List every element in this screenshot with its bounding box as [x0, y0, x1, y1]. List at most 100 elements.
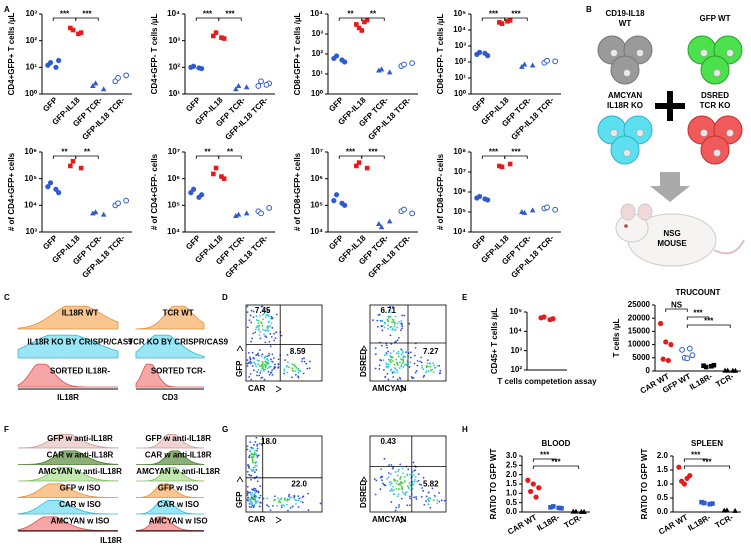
- flow-event: [255, 501, 258, 504]
- panel-letter: E: [462, 293, 468, 302]
- flow-event: [416, 480, 418, 483]
- flow-event: [246, 494, 249, 497]
- data-point: [528, 488, 534, 495]
- data-point: [548, 505, 553, 510]
- quadrant-percent: 7.27: [423, 347, 439, 356]
- data-point: [221, 176, 227, 181]
- y-axis-label: GFP: [235, 491, 244, 508]
- data-point: [68, 163, 73, 169]
- flow-event: [427, 503, 430, 506]
- data-point: [521, 61, 528, 67]
- flow-event: [381, 320, 384, 323]
- quadrant-percent: 8.59: [290, 347, 306, 356]
- flow-event: [288, 493, 291, 496]
- flow-event: [263, 363, 266, 366]
- flow-event: [246, 362, 249, 365]
- flow-event: [439, 369, 442, 372]
- x-tick-label: GFP: [41, 233, 59, 251]
- data-point: [701, 363, 706, 369]
- data-point: [196, 65, 202, 71]
- y-tick-label: 20000: [628, 313, 651, 322]
- data-point: [68, 25, 73, 31]
- y-tick-label: 10⁶: [24, 147, 37, 156]
- data-point: [684, 475, 690, 481]
- data-point: [507, 161, 513, 167]
- flow-event: [409, 351, 412, 354]
- flow-event: [427, 359, 429, 362]
- significance-label: ***: [691, 451, 701, 460]
- flow-event: [250, 468, 253, 471]
- significance-label: ***: [704, 317, 714, 326]
- data-point: [362, 19, 367, 25]
- flow-event: [403, 364, 406, 366]
- significance-label: NS: [671, 301, 683, 310]
- data-point: [123, 197, 130, 204]
- flow-event: [395, 506, 398, 509]
- flow-event: [409, 484, 412, 487]
- flow-event: [249, 500, 252, 503]
- quadrant-percent: 5.82: [423, 480, 439, 489]
- flow-event: [253, 471, 256, 474]
- cells-gray: [597, 35, 653, 85]
- flow-event: [249, 314, 252, 317]
- flow-event: [408, 366, 411, 368]
- flow-event: [247, 351, 250, 354]
- data-point: [123, 72, 130, 79]
- flow-event: [256, 447, 259, 450]
- flow-event: [397, 355, 400, 358]
- y-tick-label: 0.0: [657, 507, 669, 516]
- flow-event: [380, 468, 383, 471]
- flow-event: [387, 363, 390, 366]
- flow-event: [246, 305, 249, 308]
- data-point: [709, 363, 714, 369]
- flow-event: [274, 337, 277, 340]
- flow-event: [291, 505, 294, 508]
- flow-event: [393, 478, 395, 481]
- quadrant-percent: 6.71: [380, 306, 396, 315]
- data-point: [233, 212, 239, 218]
- data-point: [378, 66, 385, 72]
- flow-event: [396, 474, 399, 477]
- flow-event: [389, 305, 392, 308]
- significance-bracket: [218, 17, 242, 21]
- x-axis-label: AMCYAN: [372, 515, 407, 524]
- data-point: [92, 80, 99, 86]
- flow-event: [382, 308, 385, 311]
- flow-event: [250, 506, 253, 508]
- flow-event: [388, 481, 391, 484]
- flow-event: [402, 472, 404, 475]
- flow-event: [251, 470, 254, 472]
- flow-event: [433, 364, 435, 367]
- flow-event: [251, 502, 254, 505]
- flow-event: [403, 480, 406, 483]
- flow-event: [429, 506, 432, 509]
- nuclei: [610, 49, 734, 157]
- flow-event: [250, 321, 253, 324]
- flow-event: [308, 367, 311, 370]
- flow-event: [254, 464, 257, 467]
- flow-event: [396, 371, 398, 374]
- flow-event: [420, 495, 423, 498]
- flow-event: [264, 360, 267, 363]
- flow-event: [292, 370, 295, 372]
- data-point: [100, 86, 107, 92]
- flow-event: [393, 325, 396, 328]
- flow-event: [255, 315, 258, 318]
- flow-event: [283, 368, 286, 371]
- flow-event: [266, 314, 269, 317]
- flow-event: [417, 479, 420, 482]
- x-tick-label: GFP: [184, 95, 202, 113]
- flow-event: [250, 340, 253, 343]
- flow-event: [397, 364, 399, 366]
- flow-event: [417, 473, 420, 476]
- histogram-label: IL18R KO BY CRISPR/CAS9: [27, 337, 133, 346]
- y-tick-label: 0.5: [657, 493, 669, 502]
- flow-event: [300, 500, 302, 503]
- flow-event: [425, 366, 428, 369]
- flow-event: [403, 355, 406, 358]
- quadrant-percent: 22.0: [291, 480, 307, 489]
- flow-event: [265, 336, 268, 339]
- flow-event: [372, 319, 374, 322]
- y-tick-label: 10⁴: [310, 9, 323, 18]
- flow-event: [394, 471, 397, 473]
